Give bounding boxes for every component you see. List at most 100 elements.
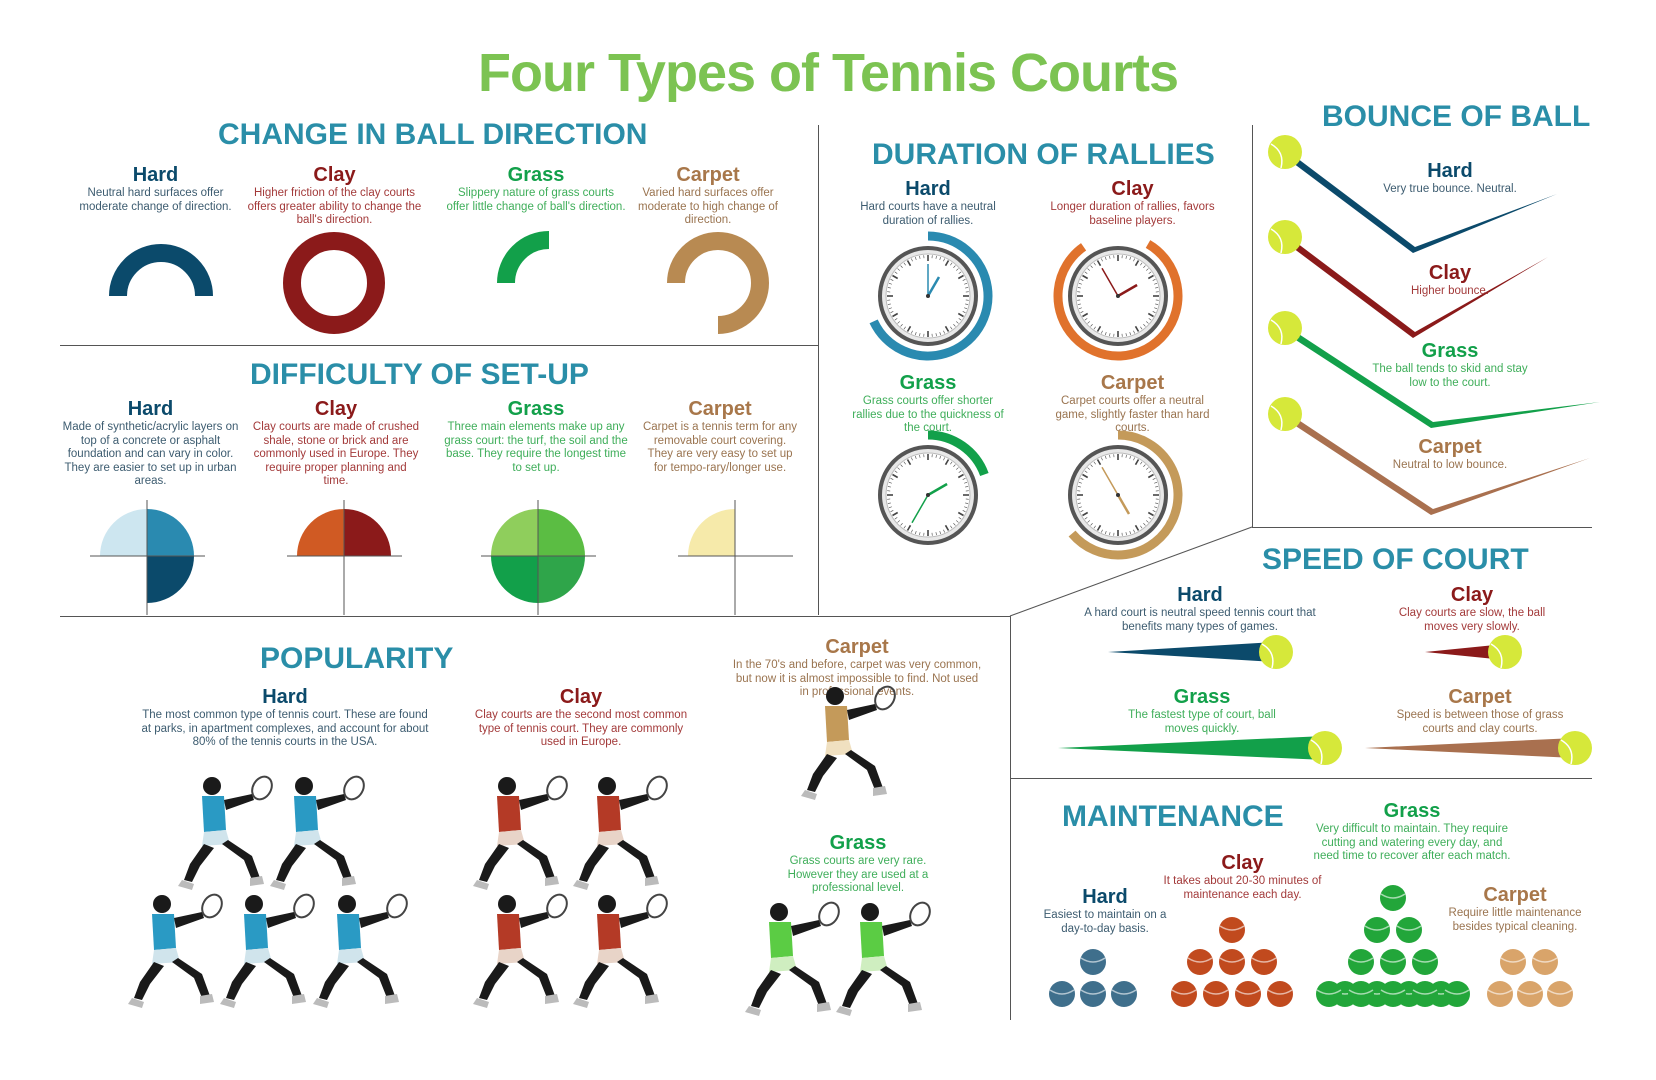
page-title: Four Types of Tennis Courts: [477, 43, 1179, 103]
speed-grass-desc: The fastest type of court, ball moves qu…: [1128, 709, 1276, 735]
maintenance-grass-ball-1: [1380, 885, 1406, 911]
popularity-grass: Grass Grass courts are very rare. Howeve…: [768, 832, 948, 896]
player-hard-5: [313, 893, 408, 1008]
speed-clay-trail: [1425, 635, 1522, 669]
bounce-grass-ball: [1268, 311, 1302, 345]
bounce-carpet-label: Carpet: [1418, 436, 1482, 458]
speed-carpet: Carpet Speed is between those of grass c…: [1385, 686, 1575, 736]
popularity-carpet-desc: In the 70's and before, carpet was very …: [732, 659, 982, 698]
maintenance-carpet-ball-1: [1500, 949, 1526, 975]
rallies-grass: Grass Grass courts offer shorter rallies…: [848, 372, 1008, 436]
maintenance-grass-ball-10: [1428, 981, 1454, 1007]
speed-clay: Clay Clay courts are slow, the ball move…: [1392, 584, 1552, 634]
rallies-carpet-desc: Carpet courts offer a neutral game, slig…: [1055, 395, 1210, 434]
bounce-grass-label: Grass: [1421, 340, 1479, 362]
popularity-clay-desc: Clay courts are the second most common t…: [474, 709, 688, 748]
setup-grass-q3: [538, 556, 585, 603]
maintenance-clay-ball-2: [1187, 949, 1213, 975]
maintenance-hard-ball-4: [1111, 981, 1137, 1007]
bounce-clay: Clay Higher bounce.: [1360, 262, 1540, 299]
direction-grass-arc: [497, 231, 550, 284]
setup-clay-label: Clay: [314, 398, 358, 420]
player-carpet-1: [801, 685, 896, 800]
rallies-carpet-label: Carpet: [1100, 372, 1165, 394]
maintenance-carpet-ball-3: [1487, 981, 1513, 1007]
divider-bounce-speed: [1252, 527, 1592, 528]
maintenance-grass-ball-4: [1348, 949, 1374, 975]
bounce-hard-label: Hard: [1427, 160, 1473, 182]
setup-hard-q3: [147, 556, 194, 603]
maintenance-clay-desc: It takes about 20-30 minutes of maintena…: [1163, 875, 1322, 901]
popularity-grass-label: Grass: [829, 832, 887, 854]
maintenance-carpet-ball-5: [1547, 981, 1573, 1007]
direction-grass: Grass Slippery nature of grass courts of…: [446, 164, 626, 214]
setup-title: DIFFICULTY OF SET-UP: [250, 358, 589, 391]
maintenance-clay-label: Clay: [1221, 852, 1264, 874]
setup-carpet-desc: Carpet is a tennis term for any removabl…: [642, 421, 798, 474]
maintenance-clay-ball-1: [1219, 917, 1245, 943]
setup-clay-q1: [297, 509, 344, 556]
maintenance-carpet-ball-2: [1532, 949, 1558, 975]
player-clay-2: [573, 775, 668, 890]
speed-title: SPEED OF COURT: [1262, 543, 1529, 576]
setup-carpet: Carpet Carpet is a tennis term for any r…: [640, 398, 800, 475]
direction-clay-label: Clay: [313, 164, 356, 186]
clock-carpet-arc: [1068, 430, 1183, 560]
popularity-hard-desc: The most common type of tennis court. Th…: [141, 709, 429, 748]
clock-hard: [869, 231, 993, 361]
divider-vertical-right: [1252, 125, 1253, 527]
maintenance-clay-ball-4: [1251, 949, 1277, 975]
maintenance-grass-desc: Very difficult to maintain. They require…: [1313, 823, 1511, 862]
maintenance-grass-ball-11: [1316, 981, 1342, 1007]
maintenance-hard-ball-2: [1049, 981, 1075, 1007]
player-grass-1: [745, 901, 840, 1016]
maintenance-grass-label: Grass: [1383, 800, 1441, 822]
maintenance-grass-ball-12: [1348, 981, 1374, 1007]
speed-hard-desc: A hard court is neutral speed tennis cou…: [1084, 607, 1316, 633]
popularity-grass-desc: Grass courts are very rare. However they…: [787, 855, 929, 894]
maintenance-grass: Grass Very difficult to maintain. They r…: [1312, 800, 1512, 864]
player-clay-4: [573, 893, 668, 1008]
popularity-carpet-label: Carpet: [825, 636, 889, 658]
maintenance-clay-ball-7: [1235, 981, 1261, 1007]
speed-carpet-trail: [1365, 731, 1592, 765]
rallies-carpet: Carpet Carpet courts offer a neutral gam…: [1050, 372, 1215, 436]
clock-carpet-face: [1068, 445, 1168, 545]
maintenance-grass-ball-9: [1396, 981, 1422, 1007]
maintenance-clay-ball-5: [1171, 981, 1197, 1007]
clock-grass-arc: [927, 430, 989, 477]
clock-clay-face: [1068, 246, 1168, 346]
rallies-clay-desc: Longer duration of rallies, favors basel…: [1050, 201, 1215, 227]
speed-clay-ball: [1488, 635, 1522, 669]
bounce-clay-desc: Higher bounce.: [1411, 285, 1489, 297]
bounce-hard-ball: [1268, 135, 1302, 169]
speed-grass: Grass The fastest type of court, ball mo…: [1122, 686, 1282, 736]
setup-grass-desc: Three main elements make up any grass co…: [444, 421, 628, 474]
setup-grass: Grass Three main elements make up any gr…: [444, 398, 628, 475]
maintenance-grass-ball-7: [1332, 981, 1358, 1007]
direction-carpet-desc: Varied hard surfaces offer moderate to h…: [637, 187, 779, 226]
setup-grass-q4: [491, 556, 538, 603]
maintenance-hard-ball-3: [1080, 981, 1106, 1007]
speed-grass-trail: [1058, 731, 1342, 765]
speed-clay-label: Clay: [1450, 584, 1494, 606]
bounce-hard-desc: Very true bounce. Neutral.: [1383, 183, 1517, 195]
divider-speed-maintenance: [1010, 778, 1592, 779]
popularity-carpet: Carpet In the 70's and before, carpet wa…: [732, 636, 982, 700]
clock-hard-arc: [869, 231, 993, 361]
maintenance-carpet-ball-4: [1517, 981, 1543, 1007]
bounce-carpet-ball: [1268, 397, 1302, 431]
speed-carpet-ball: [1558, 731, 1592, 765]
direction-carpet: Carpet Varied hard surfaces offer modera…: [628, 164, 788, 228]
maintenance-grass-ball-3: [1396, 917, 1422, 943]
setup-clay-q2: [344, 509, 391, 556]
setup-carpet-q1: [688, 509, 735, 556]
direction-clay-desc: Higher friction of the clay courts offer…: [247, 187, 422, 226]
bounce-carpet: Carpet Neutral to low bounce.: [1370, 436, 1530, 473]
player-hard-2: [270, 775, 365, 890]
setup-grass-label: Grass: [507, 398, 565, 420]
rallies-hard-label: Hard: [905, 178, 951, 200]
maintenance-grass-ball-5: [1380, 949, 1406, 975]
rallies-hard: Hard Hard courts have a neutral duration…: [848, 178, 1008, 228]
setup-hard-desc: Made of synthetic/acrylic layers on top …: [62, 421, 239, 487]
